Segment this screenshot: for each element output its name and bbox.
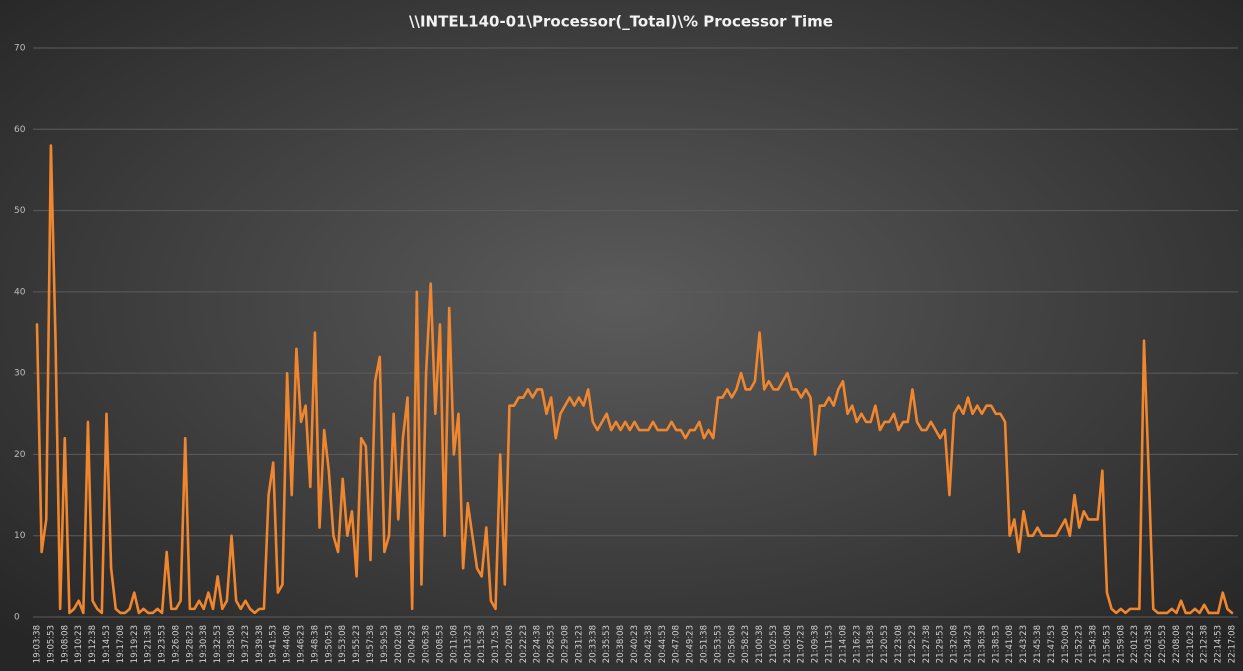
x-tick-label: 19:05:53 bbox=[46, 625, 56, 663]
x-tick-label: 21:11:53 bbox=[825, 625, 835, 663]
x-tick-label: 20:51:38 bbox=[699, 625, 709, 663]
x-tick-label: 19:48:38 bbox=[310, 625, 320, 663]
x-tick-label: 19:17:08 bbox=[116, 625, 126, 663]
x-tick-label: 20:38:08 bbox=[616, 625, 626, 663]
y-tick-label: 30 bbox=[14, 369, 26, 379]
x-tick-label: 20:56:08 bbox=[727, 625, 737, 663]
x-tick-label: 19:14:53 bbox=[102, 625, 112, 663]
x-tick-label: 21:41:08 bbox=[1005, 625, 1015, 663]
x-tick-label: 19:12:38 bbox=[88, 625, 98, 663]
x-tick-label: 20:33:38 bbox=[588, 625, 598, 663]
x-tick-label: 20:31:23 bbox=[574, 625, 584, 663]
x-tick-label: 21:16:23 bbox=[852, 625, 862, 663]
x-tick-label: 21:23:08 bbox=[894, 625, 904, 663]
x-tick-label: 19:26:08 bbox=[171, 625, 181, 663]
x-tick-label: 20:40:23 bbox=[630, 625, 640, 663]
x-tick-label: 20:58:23 bbox=[741, 625, 751, 663]
x-tick-label: 19:44:08 bbox=[283, 625, 293, 663]
x-tick-label: 20:24:38 bbox=[533, 625, 543, 663]
y-tick-label: 0 bbox=[14, 613, 20, 623]
x-tick-label: 21:47:53 bbox=[1047, 625, 1057, 663]
x-tick-label: 20:53:53 bbox=[713, 625, 723, 663]
x-tick-label: 20:15:38 bbox=[477, 625, 487, 663]
y-tick-label: 20 bbox=[14, 450, 26, 460]
x-tick-label: 19:23:53 bbox=[158, 625, 168, 663]
x-tick-label: 19:46:23 bbox=[297, 625, 307, 663]
x-tick-label: 19:28:23 bbox=[185, 625, 195, 663]
x-tick-label: 21:52:23 bbox=[1075, 625, 1085, 663]
x-tick-label: 19:59:53 bbox=[380, 625, 390, 663]
x-tick-label: 22:14:53 bbox=[1214, 625, 1224, 663]
x-tick-label: 22:08:08 bbox=[1172, 625, 1182, 663]
x-tick-label: 21:43:23 bbox=[1019, 625, 1029, 663]
x-tick-label: 21:05:08 bbox=[783, 625, 793, 663]
x-tick-label: 22:17:08 bbox=[1228, 625, 1238, 663]
x-tick-label: 21:50:08 bbox=[1061, 625, 1071, 663]
x-tick-label: 22:05:53 bbox=[1158, 625, 1168, 663]
x-tick-label: 19:10:23 bbox=[74, 625, 84, 663]
x-tick-label: 20:04:23 bbox=[408, 625, 418, 663]
x-tick-label: 20:11:08 bbox=[449, 625, 459, 663]
x-tick-label: 20:42:38 bbox=[644, 625, 654, 663]
x-tick-label: 19:32:53 bbox=[213, 625, 223, 663]
x-tick-label: 21:56:53 bbox=[1102, 625, 1112, 663]
x-tick-label: 21:00:38 bbox=[755, 625, 765, 663]
x-tick-label: 19:21:38 bbox=[144, 625, 154, 663]
y-tick-label: 70 bbox=[14, 44, 26, 54]
y-tick-label: 60 bbox=[14, 125, 26, 135]
x-tick-label: 22:10:23 bbox=[1186, 625, 1196, 663]
x-tick-label: 19:08:08 bbox=[60, 625, 70, 663]
x-tick-label: 21:02:53 bbox=[769, 625, 779, 663]
x-tick-label: 20:44:53 bbox=[658, 625, 668, 663]
x-tick-label: 21:36:38 bbox=[977, 625, 987, 663]
x-tick-label: 21:27:38 bbox=[922, 625, 932, 663]
x-tick-label: 21:32:08 bbox=[950, 625, 960, 663]
x-tick-label: 22:01:23 bbox=[1130, 625, 1140, 663]
x-tick-label: 20:26:53 bbox=[547, 625, 557, 663]
x-tick-label: 19:55:23 bbox=[352, 625, 362, 663]
x-tick-label: 22:03:38 bbox=[1144, 625, 1154, 663]
x-tick-label: 20:02:08 bbox=[394, 625, 404, 663]
data-line bbox=[35, 144, 1234, 615]
x-tick-label: 21:59:08 bbox=[1116, 625, 1126, 663]
x-tick-label: 19:35:08 bbox=[227, 625, 237, 663]
y-tick-label: 40 bbox=[14, 287, 26, 297]
x-tick-label: 20:20:08 bbox=[505, 625, 515, 663]
x-tick-label: 20:49:23 bbox=[686, 625, 696, 663]
x-tick-label: 21:34:23 bbox=[963, 625, 973, 663]
x-tick-label: 21:09:38 bbox=[811, 625, 821, 663]
x-tick-label: 19:19:23 bbox=[130, 625, 140, 663]
x-tick-label: 21:20:53 bbox=[880, 625, 890, 663]
x-tick-label: 21:54:38 bbox=[1089, 625, 1099, 663]
x-tick-label: 21:18:38 bbox=[866, 625, 876, 663]
x-tick-label: 19:37:23 bbox=[241, 625, 251, 663]
x-tick-label: 20:47:08 bbox=[672, 625, 682, 663]
x-tick-label: 20:35:53 bbox=[602, 625, 612, 663]
x-tick-label: 20:22:23 bbox=[519, 625, 529, 663]
x-tick-label: 21:07:23 bbox=[797, 625, 807, 663]
x-tick-label: 20:13:23 bbox=[463, 625, 473, 663]
x-tick-label: 21:25:23 bbox=[908, 625, 918, 663]
x-tick-label: 21:45:38 bbox=[1033, 625, 1043, 663]
x-tick-label: 21:14:08 bbox=[838, 625, 848, 663]
x-tick-label: 19:41:53 bbox=[269, 625, 279, 663]
x-tick-label: 19:30:38 bbox=[199, 625, 209, 663]
chart-title: \\INTEL140-01\Processor(_Total)\% Proces… bbox=[409, 13, 833, 31]
x-tick-label: 20:29:08 bbox=[561, 625, 571, 663]
x-tick-label: 20:08:53 bbox=[435, 625, 445, 663]
x-tick-label: 21:38:53 bbox=[991, 625, 1001, 663]
x-tick-label: 19:57:38 bbox=[366, 625, 376, 663]
y-tick-label: 50 bbox=[14, 206, 26, 216]
x-tick-label: 22:12:38 bbox=[1200, 625, 1210, 663]
x-tick-label: 20:17:53 bbox=[491, 625, 501, 663]
x-tick-label: 21:29:53 bbox=[936, 625, 946, 663]
x-tick-label: 19:50:53 bbox=[324, 625, 334, 663]
x-tick-label: 19:53:08 bbox=[338, 625, 348, 663]
x-tick-label: 19:03:38 bbox=[33, 625, 43, 663]
y-tick-label: 10 bbox=[14, 531, 26, 541]
x-tick-label: 20:06:38 bbox=[422, 625, 432, 663]
x-tick-label: 19:39:38 bbox=[255, 625, 265, 663]
